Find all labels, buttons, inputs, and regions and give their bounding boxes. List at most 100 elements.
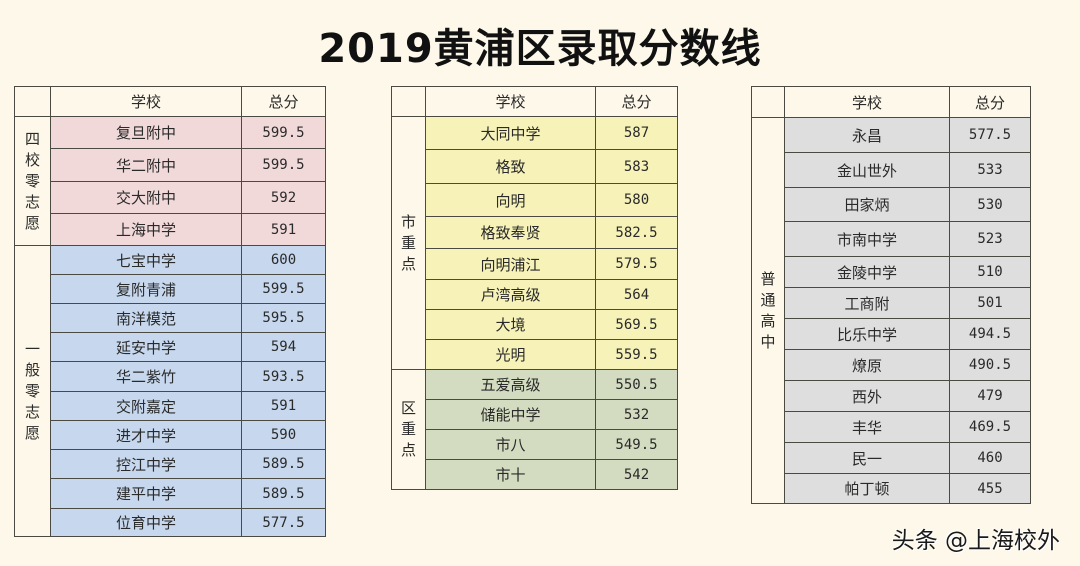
school-name: 延安中学 [50, 332, 242, 362]
school-name: 工商附 [784, 287, 950, 319]
school-name: 市南中学 [784, 221, 950, 257]
table-row: 市南中学 523 [752, 221, 1031, 257]
school-name: 格致奉贤 [425, 216, 596, 249]
table-header-row: 学校 总分 [391, 86, 678, 117]
score-value: 523 [949, 221, 1031, 257]
table-row: 格致奉贤 582.5 [392, 216, 678, 249]
score-value: 479 [949, 380, 1031, 412]
table-row: 田家炳 530 [752, 187, 1031, 222]
header-score: 总分 [595, 86, 678, 117]
group-label: 普通高中 [751, 117, 785, 504]
table-row: 储能中学 532 [392, 399, 678, 430]
table-row: 向明浦江 579.5 [392, 248, 678, 280]
school-name: 大境 [425, 309, 596, 340]
table-row: 上海中学 591 [15, 213, 326, 246]
table-row: 交附嘉定 591 [15, 391, 326, 421]
table-row: 市八 549.5 [392, 429, 678, 460]
table-row: 一般零志愿 七宝中学 600 [14, 245, 326, 537]
table-row: 区重点 五爱高级 550.5 [391, 369, 678, 490]
header-group-cell [391, 86, 426, 117]
score-value: 580 [595, 183, 678, 217]
watermark: 头条 @上海校外 [891, 528, 1060, 554]
school-name: 向明 [425, 183, 596, 217]
school-name: 卢湾高级 [425, 279, 596, 310]
score-value: 490.5 [949, 349, 1031, 381]
table-row: 复附青浦 599.5 [15, 274, 326, 304]
score-value: 530 [949, 187, 1031, 222]
school-name: 格致 [425, 149, 596, 184]
table-header-row: 学校 总分 [14, 86, 326, 117]
school-name: 复旦附中 [50, 116, 242, 149]
score-value: 533 [949, 152, 1031, 188]
score-value: 532 [595, 399, 678, 430]
score-value: 455 [949, 473, 1031, 504]
school-name: 交附嘉定 [50, 391, 242, 421]
score-value: 549.5 [595, 429, 678, 460]
table-row: 华二附中 599.5 [15, 148, 326, 182]
school-name: 永昌 [784, 117, 950, 153]
school-name: 田家炳 [784, 187, 950, 222]
score-value: 587 [595, 116, 678, 150]
score-value: 510 [949, 256, 1031, 288]
school-name: 上海中学 [50, 213, 242, 246]
table-row: 燎原 490.5 [752, 349, 1031, 381]
school-name: 储能中学 [425, 399, 596, 430]
score-value: 542 [595, 459, 678, 490]
score-value: 599.5 [241, 116, 326, 149]
school-name: 七宝中学 [50, 245, 242, 275]
table-row: 普通高中 永昌 577.5 [751, 117, 1031, 504]
score-value: 460 [949, 442, 1031, 474]
school-name: 向明浦江 [425, 248, 596, 280]
school-name: 比乐中学 [784, 318, 950, 350]
table-row: 位育中学 577.5 [15, 508, 326, 537]
table-row: 格致 583 [392, 149, 678, 184]
school-name: 金山世外 [784, 152, 950, 188]
score-value: 550.5 [595, 369, 678, 400]
school-name: 金陵中学 [784, 256, 950, 288]
school-name: 五爱高级 [425, 369, 596, 400]
school-name: 大同中学 [425, 116, 596, 150]
score-value: 559.5 [595, 339, 678, 370]
score-value: 569.5 [595, 309, 678, 340]
school-name: 光明 [425, 339, 596, 370]
table-row: 大境 569.5 [392, 309, 678, 340]
school-name: 位育中学 [50, 508, 242, 537]
score-value: 599.5 [241, 148, 326, 182]
page-title: 2019黄浦区录取分数线 [318, 26, 762, 72]
school-name: 交大附中 [50, 181, 242, 214]
header-score: 总分 [949, 86, 1031, 118]
table-row: 西外 479 [752, 380, 1031, 412]
score-value: 582.5 [595, 216, 678, 249]
table-row: 交大附中 592 [15, 181, 326, 214]
group-label: 区重点 [391, 369, 426, 490]
score-value: 494.5 [949, 318, 1031, 350]
school-name: 丰华 [784, 411, 950, 443]
header-school: 学校 [425, 86, 596, 117]
header-score: 总分 [241, 86, 326, 117]
school-name: 控江中学 [50, 449, 242, 479]
school-name: 华二附中 [50, 148, 242, 182]
table-row: 控江中学 589.5 [15, 449, 326, 479]
table-row: 丰华 469.5 [752, 411, 1031, 443]
table-row: 金山世外 533 [752, 152, 1031, 188]
table-row: 建平中学 589.5 [15, 478, 326, 509]
score-value: 592 [241, 181, 326, 214]
table-row: 南洋模范 595.5 [15, 303, 326, 333]
group-label: 四校零志愿 [14, 116, 51, 246]
score-value: 600 [241, 245, 326, 275]
score-value: 593.5 [241, 361, 326, 392]
group-district-key: 区重点 五爱高级 550.5 储能中学 532 市八 549.5 市十 542 [391, 369, 678, 490]
group-city-key: 市重点 大同中学 587 格致 583 向明 580 格致奉贤 582.5 向明… [391, 116, 678, 370]
group-ordinary-high: 普通高中 永昌 577.5 金山世外 533 田家炳 530 市南中学 523 … [751, 117, 1031, 504]
school-name: 华二紫竹 [50, 361, 242, 392]
score-value: 501 [949, 287, 1031, 319]
school-name: 建平中学 [50, 478, 242, 509]
score-value: 590 [241, 420, 326, 450]
header-school: 学校 [784, 86, 950, 118]
school-name: 南洋模范 [50, 303, 242, 333]
group-general: 一般零志愿 七宝中学 600 复附青浦 599.5 南洋模范 595.5 延安中… [14, 245, 326, 537]
school-name: 西外 [784, 380, 950, 412]
score-table-2: 学校 总分 市重点 大同中学 587 格致 583 向明 580 格致奉贤 58… [391, 86, 678, 490]
score-table-1: 学校 总分 四校零志愿 复旦附中 599.5 华二附中 599.5 交大附中 5… [14, 86, 326, 537]
table-row: 向明 580 [392, 183, 678, 217]
